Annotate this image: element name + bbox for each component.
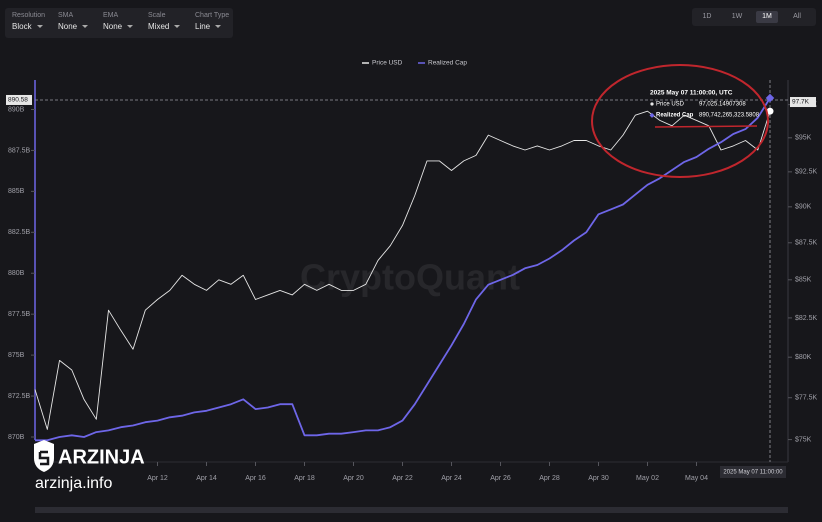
resolution-select[interactable]: Resolution Block (12, 12, 45, 31)
series-line (34, 110, 771, 430)
y-tick-label: 870B (8, 434, 25, 441)
x-tick-label: Apr 14 (196, 475, 217, 482)
y-tick-label: 887.5B (8, 147, 31, 154)
toolbar: Resolution Block SMA None EMA None Scale Mix… (5, 8, 233, 38)
chart-type-select[interactable]: Chart Type Line (195, 12, 229, 31)
highlight-circle (591, 64, 769, 178)
end-marker (766, 107, 774, 115)
tooltip-label: Realized Cap (656, 113, 694, 119)
logo-icon (38, 450, 50, 466)
y2-tick-label: $90K (795, 204, 812, 211)
logo-name: ARZINJA (58, 446, 145, 468)
legend-label: Price USD (372, 60, 403, 67)
x-tick-label: Apr 20 (343, 475, 364, 482)
y2-tick-label: $85K (795, 277, 812, 284)
crosshair-label-box (720, 466, 786, 478)
logo-site: arzinja.info (35, 475, 112, 492)
y2-tick-label: $87.5K (795, 240, 818, 247)
x-tick-label: Apr 30 (588, 475, 609, 482)
highlight-underline (654, 125, 758, 128)
logo: ARZINJA arzinja.info (34, 440, 145, 492)
select-label: EMA (103, 12, 119, 19)
range-button[interactable]: 1W (731, 13, 743, 20)
y-tick-label: 880B (8, 270, 25, 277)
range-button[interactable]: 1D (702, 13, 712, 20)
select-label: Resolution (12, 12, 46, 19)
x-tick-label: Apr 28 (539, 475, 560, 482)
tooltip-time: 2025 May 07 11:00:00, UTC (650, 90, 733, 97)
series-line (35, 97, 771, 442)
x-tick-label: Apr 22 (392, 475, 413, 482)
x-tick-label: Apr 24 (441, 475, 462, 482)
y2-tick-label: $92.5K (795, 169, 818, 176)
y-tick-label: 882.5B (8, 229, 31, 236)
y2-tick-label: $82.5K (795, 315, 818, 322)
y-tick-label: 877.5B (8, 311, 31, 318)
crosshair-label: 2025 May 07 11:00:00 (723, 470, 783, 476)
crosshair-label-box (790, 97, 816, 108)
tooltip-label: Price USD (656, 102, 685, 108)
y-tick-label: 885B (8, 188, 25, 195)
y-tick-label: 875B (8, 352, 25, 359)
x-tick-label: May 02 (636, 475, 659, 482)
range-selector: 1D 1W 1M All (692, 8, 816, 26)
tooltip-swatch (649, 112, 655, 118)
x-tick-label: Apr 26 (490, 475, 511, 482)
tooltip-value: 890,742,265,323.5808 (699, 113, 760, 119)
ema-select[interactable]: EMA None (103, 12, 133, 31)
logo-icon (34, 440, 54, 472)
y2-tick-label: $95K (795, 135, 812, 142)
tooltip-swatch (650, 102, 654, 106)
y-tick-label: 890B (8, 106, 25, 113)
select-label: SMA (58, 12, 74, 19)
y-tick-label: 872.5B (8, 393, 31, 400)
select-label: Scale (148, 12, 166, 19)
x-tick-label: Apr 18 (294, 475, 315, 482)
select-value: Line (195, 22, 229, 31)
crosshair-label: 890.58 (8, 97, 28, 104)
watermark: CryptoQuant (300, 257, 520, 298)
select-value: None (58, 22, 88, 31)
crosshair-label: 97.7K (792, 99, 810, 106)
legend-label: Realized Cap (428, 60, 467, 67)
x-tick-label: May 04 (685, 475, 708, 482)
x-tick-label: Apr 12 (147, 475, 168, 482)
y2-tick-label: $80K (795, 354, 812, 361)
end-marker (765, 93, 775, 103)
y2-tick-label: $75K (795, 436, 812, 443)
range-button[interactable]: 1M (756, 11, 778, 23)
select-label: Chart Type (195, 12, 230, 19)
sma-select[interactable]: SMA None (58, 12, 88, 31)
x-tick-label: Apr 16 (245, 475, 266, 482)
crosshair-label-box (6, 94, 32, 105)
range-button[interactable]: All (793, 13, 801, 20)
select-value: Mixed (148, 22, 180, 31)
tooltip-value: 97,025.14907308 (699, 102, 746, 108)
y2-tick-label: $77.5K (795, 395, 818, 402)
select-value: Block (12, 22, 45, 31)
select-value: None (103, 22, 133, 31)
scale-select[interactable]: Scale Mixed (148, 12, 180, 31)
